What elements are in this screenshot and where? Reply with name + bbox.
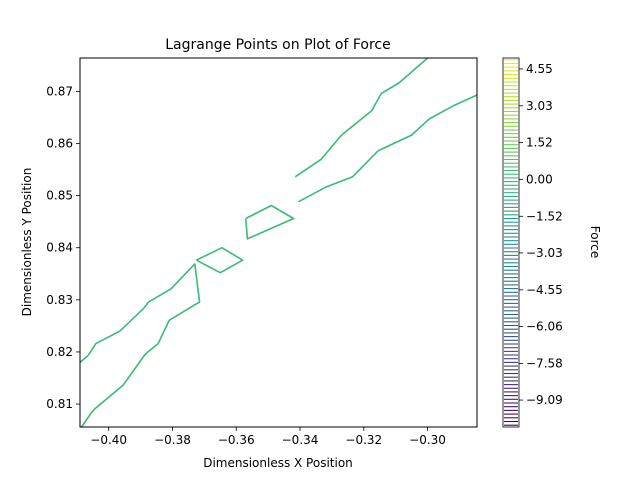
y-axis-ticks: 0.81 0.82 0.83 0.84 0.85 0.86 0.87: [46, 84, 80, 411]
colorbar-tick-label: 4.55: [526, 62, 553, 76]
axes-frame: [79, 57, 478, 428]
contour-lines: [79, 57, 478, 428]
colorbar-tick-label: 1.52: [526, 135, 553, 149]
x-tick-label: −0.30: [409, 433, 446, 447]
y-tick-label: 0.85: [46, 189, 73, 203]
x-tick-label: −0.32: [345, 433, 382, 447]
x-tick-label: −0.34: [282, 433, 319, 447]
x-axis-ticks: −0.40 −0.38 −0.36 −0.34 −0.32 −0.30: [90, 427, 446, 447]
y-axis-label: Dimensionless Y Position: [20, 168, 34, 317]
colorbar-frame: [502, 57, 520, 428]
colorbar-tick-label: −7.58: [526, 356, 563, 370]
y-tick-label: 0.87: [46, 84, 73, 98]
colorbar-tick-label: −1.52: [526, 209, 563, 223]
colorbar-ticks: 4.55 3.03 1.52 0.00 −1.52 −3.03 −4.55 −6.06 −7.5…: [519, 62, 563, 407]
contour-line-2: [196, 246, 244, 274]
colorbar-tick-label: −9.09: [526, 393, 563, 407]
x-axis-label: Dimensionless X Position: [203, 456, 353, 470]
x-tick-label: −0.36: [218, 433, 255, 447]
colorbar: 4.55 3.03 1.52 0.00 −1.52 −3.03 −4.55 −6.06 −7.5…: [502, 57, 563, 428]
contour-line-5: [298, 94, 478, 203]
colorbar-tick-label: 3.03: [526, 99, 553, 113]
x-tick-label: −0.40: [90, 433, 127, 447]
chart-title: Lagrange Points on Plot of Force: [165, 37, 390, 53]
contour-line-1: [79, 263, 201, 428]
x-tick-label: −0.38: [154, 433, 191, 447]
colorbar-label: Force: [588, 226, 602, 258]
colorbar-levels: [504, 59, 518, 426]
colorbar-tick-label: −6.06: [526, 319, 563, 333]
y-tick-label: 0.84: [46, 241, 73, 255]
contour-line-4: [294, 57, 429, 178]
y-tick-label: 0.83: [46, 293, 73, 307]
plot-area: [79, 57, 478, 428]
y-tick-label: 0.81: [46, 397, 73, 411]
colorbar-tick-label: −4.55: [526, 283, 563, 297]
y-tick-label: 0.82: [46, 345, 73, 359]
y-tick-label: 0.86: [46, 136, 73, 150]
colorbar-tick-label: 0.00: [526, 172, 553, 186]
contour-line-3: [245, 204, 295, 240]
colorbar-tick-label: −3.03: [526, 246, 563, 260]
